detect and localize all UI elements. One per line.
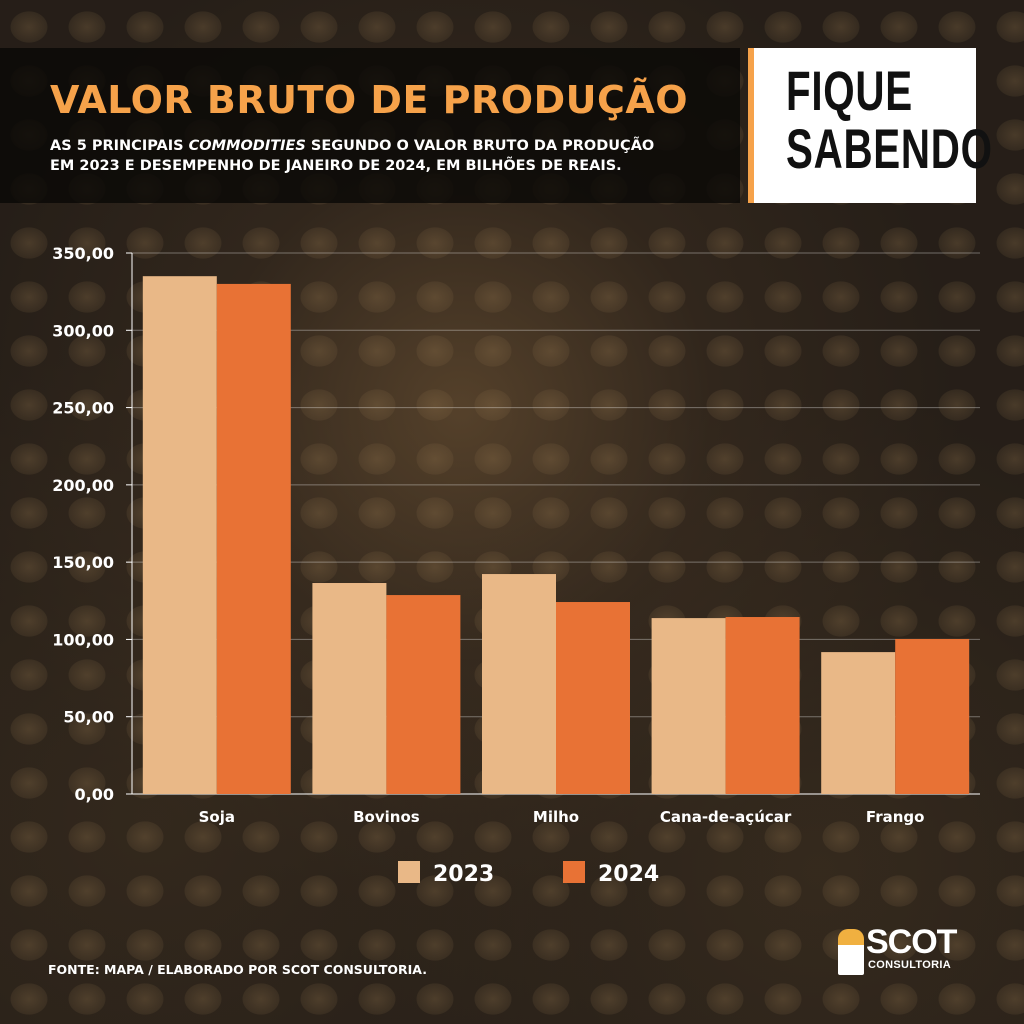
source-note: FONTE: MAPA / ELABORADO POR SCOT CONSULT…: [48, 962, 427, 977]
bar-2023: [821, 652, 896, 794]
subtitle: AS 5 PRINCIPAIS COMMODITIES SEGUNDO O VA…: [50, 136, 740, 176]
subtitle-text: EM 2023 E DESEMPENHO DE JANEIRO DE 2024,…: [50, 158, 622, 174]
y-tick-label: 200,00: [52, 476, 114, 495]
bar-2023: [142, 276, 217, 795]
y-tick-label: 150,00: [52, 553, 114, 572]
x-tick-label: Bovinos: [353, 808, 420, 826]
y-tick-label: 0,00: [75, 785, 114, 804]
y-tick-label: 300,00: [52, 321, 114, 340]
fique-sabendo-badge: FIQUE SABENDO: [748, 48, 992, 203]
bar-2023: [312, 583, 387, 794]
bar-2024: [895, 638, 970, 794]
badge-line: FIQUE: [786, 59, 913, 122]
bar-2024: [386, 595, 461, 794]
y-tick-label: 100,00: [52, 630, 114, 649]
header-band: [0, 48, 740, 203]
x-tick-label: Frango: [866, 808, 925, 826]
bar-2023: [651, 618, 726, 794]
subtitle-text: AS 5 PRINCIPAIS: [50, 138, 189, 154]
legend-label: 2023: [433, 862, 494, 887]
legend-swatch: [563, 861, 585, 883]
scot-logo: SCOT CONSULTORIA: [836, 923, 957, 975]
logo-sub: CONSULTORIA: [868, 959, 951, 971]
bar-2024: [556, 602, 630, 794]
bull-logo-icon: [838, 929, 864, 975]
page-title: VALOR BRUTO DE PRODUÇÃO: [50, 78, 689, 122]
subtitle-emphasis: COMMODITIES: [188, 138, 306, 154]
x-tick-label: Soja: [199, 808, 235, 826]
x-tick-label: Milho: [533, 808, 579, 826]
y-tick-label: 50,00: [63, 708, 114, 727]
bar-2024: [725, 617, 800, 794]
y-tick-label: 350,00: [52, 244, 114, 263]
bar-2024: [216, 283, 291, 794]
subtitle-text: SEGUNDO O VALOR BRUTO DA PRODUÇÃO: [305, 138, 655, 154]
y-tick-label: 250,00: [52, 399, 114, 418]
x-tick-label: Cana-de-açúcar: [660, 808, 792, 826]
legend-swatch: [398, 861, 420, 883]
bar-2023: [482, 574, 556, 794]
legend-label: 2024: [598, 862, 659, 887]
logo-main: SCOT: [866, 923, 957, 961]
